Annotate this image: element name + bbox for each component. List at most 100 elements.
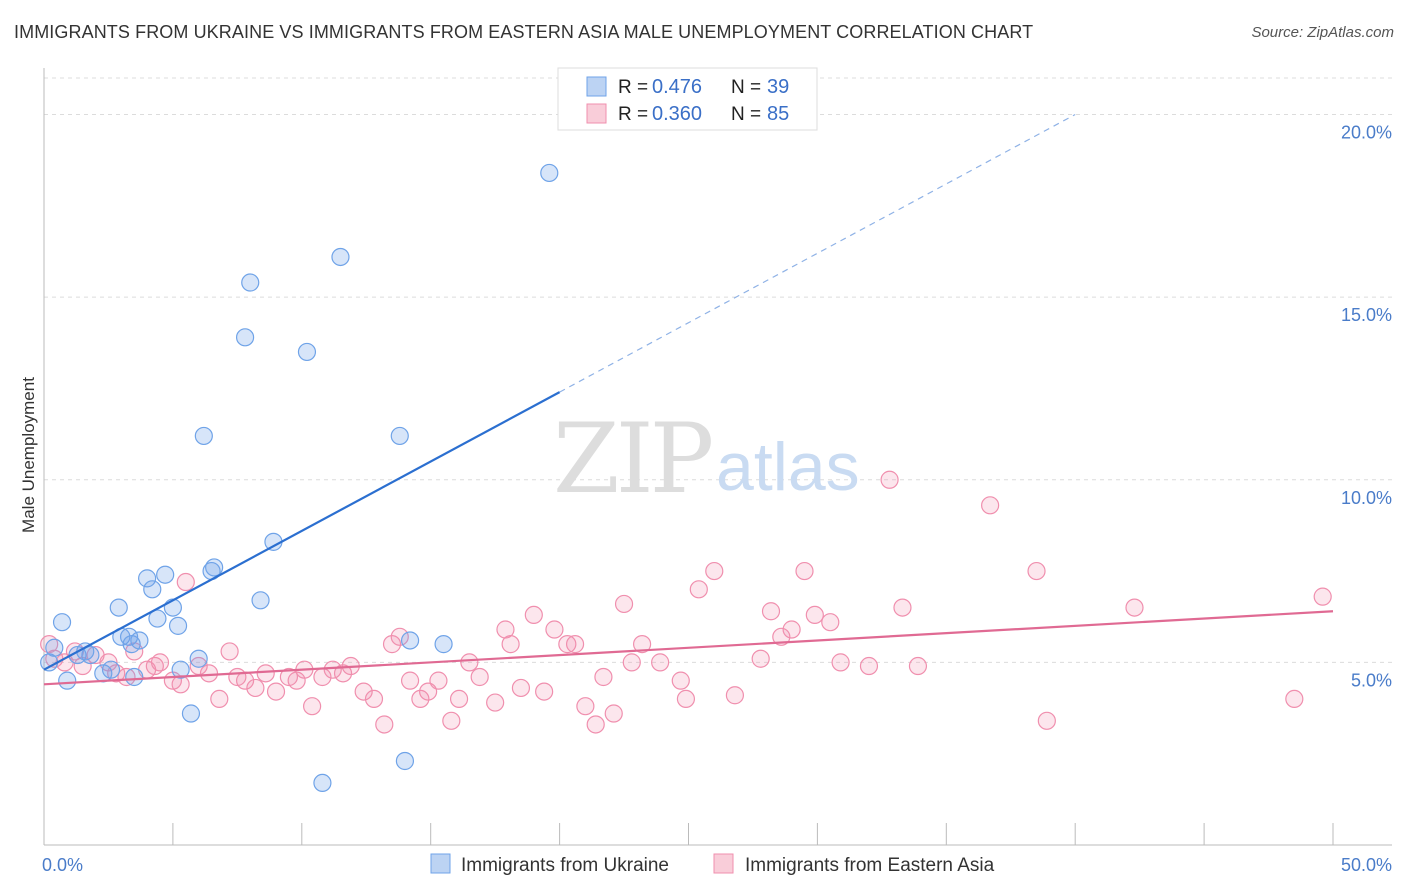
eastern-asia-point	[364, 689, 384, 709]
legend-n-value-2: 85	[767, 103, 789, 125]
eastern-asia-point	[671, 671, 690, 690]
ukraine-point	[163, 598, 182, 617]
ukraine-point	[434, 635, 453, 654]
eastern-asia-point	[622, 653, 641, 672]
legend-bottom-swatch-ukraine	[430, 853, 451, 874]
eastern-asia-point	[651, 653, 670, 672]
watermark: ZIP atlas	[553, 403, 860, 515]
ukraine-point	[540, 163, 559, 183]
eastern-asia-point	[535, 682, 554, 701]
eastern-asia-point	[382, 635, 402, 654]
eastern-asia-point	[246, 678, 265, 698]
eastern-asia-point	[880, 470, 899, 489]
eastern-asia-point	[576, 697, 595, 716]
eastern-asia-point	[429, 671, 448, 690]
legend-bottom-label-ukraine: Immigrants from Ukraine	[461, 855, 669, 876]
ukraine-point	[313, 773, 332, 793]
legend-n-value-1: 39	[767, 76, 789, 98]
ukraine-point	[143, 580, 162, 599]
legend-r-label-2: R =	[618, 104, 648, 125]
eastern-asia-point	[117, 667, 136, 687]
eastern-asia-point	[689, 580, 708, 599]
eastern-asia-point	[676, 689, 696, 709]
legend-bottom: Immigrants from Ukraine Immigrants from …	[430, 853, 995, 876]
ukraine-point	[130, 631, 149, 650]
legend-swatch-ukraine	[586, 76, 607, 97]
legend-r-value-1: 0.476	[652, 76, 702, 98]
ukraine-point	[205, 558, 224, 577]
eastern-asia-point	[782, 620, 801, 639]
legend-bottom-swatch-eastern-asia	[713, 853, 734, 874]
y-tick-label: 10.0%	[1341, 488, 1392, 508]
eastern-asia-point	[303, 697, 322, 716]
y-tick-label: 15.0%	[1341, 305, 1392, 325]
eastern-asia-point	[199, 664, 219, 683]
y-tick-label: 5.0%	[1351, 670, 1392, 690]
eastern-asia-point	[614, 594, 634, 614]
ukraine-point	[101, 660, 121, 679]
ukraine-point	[58, 671, 77, 690]
legend-r-label-1: R =	[618, 77, 648, 98]
eastern-asia-point	[545, 620, 564, 639]
eastern-asia-point	[266, 682, 286, 701]
eastern-asia-point	[375, 715, 394, 734]
eastern-asia-point	[1125, 598, 1144, 617]
ukraine-point	[235, 328, 255, 347]
ukraine-point	[390, 426, 409, 446]
eastern-asia-point	[604, 704, 623, 723]
eastern-asia-point	[705, 561, 724, 581]
eastern-asia-point	[981, 496, 1000, 515]
eastern-asia-point	[501, 635, 520, 654]
chart-title: IMMIGRANTS FROM UKRAINE VS IMMIGRANTS FR…	[14, 22, 1034, 42]
eastern-asia-point	[725, 686, 745, 705]
ukraine-point	[52, 613, 72, 632]
eastern-asia-point	[150, 653, 170, 672]
ukraine-point	[148, 609, 167, 628]
ukraine-point	[297, 342, 317, 362]
eastern-asia-point	[210, 689, 229, 709]
ukraine-point	[395, 751, 415, 771]
eastern-asia-point	[558, 635, 577, 654]
ukraine-point	[156, 565, 175, 584]
watermark-zip: ZIP	[553, 403, 712, 515]
chart-source: Source: ZipAtlas.com	[1251, 24, 1394, 41]
eastern-asia-point	[632, 635, 652, 654]
eastern-asia-point	[795, 561, 814, 581]
y-tick-labels: 5.0% 10.0% 15.0% 20.0%	[1341, 123, 1392, 691]
eastern-asia-point	[470, 667, 489, 687]
eastern-asia-trend-line	[43, 610, 1334, 686]
legend-bottom-label-eastern-asia: Immigrants from Eastern Asia	[745, 855, 995, 876]
ukraine-point	[241, 273, 260, 292]
eastern-asia-point	[761, 602, 781, 621]
trend-lines	[43, 113, 1334, 686]
eastern-asia-point	[524, 605, 543, 625]
legend-n-label-1: N =	[731, 77, 761, 98]
ukraine-point	[251, 591, 270, 610]
eastern-asia-point	[390, 627, 409, 646]
eastern-asia-point	[333, 664, 353, 683]
eastern-asia-point	[486, 693, 505, 712]
eastern-asia-point	[831, 653, 850, 672]
eastern-asia-point	[400, 671, 420, 690]
ukraine-point	[45, 638, 64, 657]
eastern-asia-point	[751, 649, 770, 668]
series-eastern-asia-points	[40, 470, 1332, 734]
x-tick-label-min: 0.0%	[42, 855, 83, 875]
ukraine-point	[189, 649, 208, 668]
ukraine-point	[125, 667, 144, 687]
eastern-asia-point	[859, 656, 879, 676]
eastern-asia-point	[176, 572, 195, 592]
eastern-asia-point	[893, 598, 912, 617]
ukraine-trend-line	[43, 391, 561, 671]
eastern-asia-point	[821, 613, 840, 632]
ukraine-point	[331, 247, 350, 267]
eastern-asia-point	[256, 664, 275, 683]
eastern-asia-point	[1037, 711, 1056, 730]
legend-r-value-2: 0.360	[652, 103, 702, 125]
ukraine-point	[171, 660, 190, 679]
eastern-asia-point	[594, 667, 613, 687]
eastern-asia-point	[772, 627, 791, 646]
eastern-asia-point	[586, 715, 605, 734]
y-tick-label: 20.0%	[1341, 123, 1392, 143]
